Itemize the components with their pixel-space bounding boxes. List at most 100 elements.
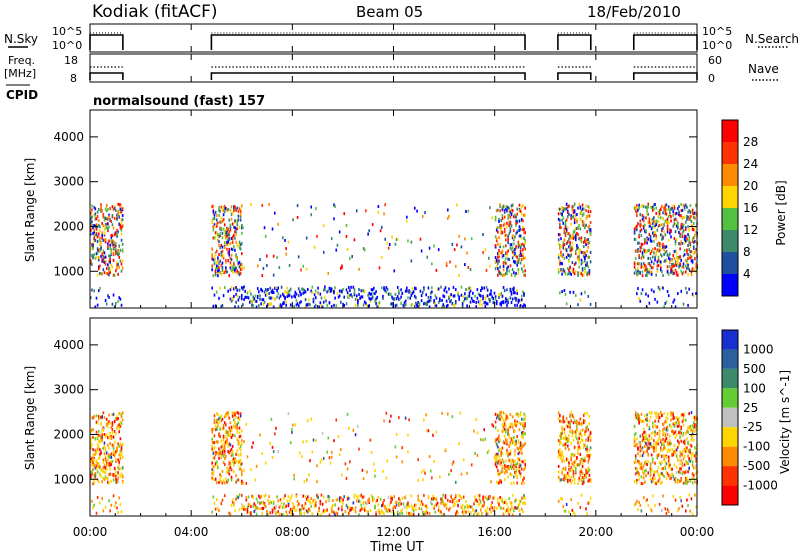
data-cell bbox=[96, 435, 99, 439]
data-cell bbox=[691, 237, 694, 241]
data-cell bbox=[94, 471, 97, 475]
data-cell bbox=[657, 210, 660, 214]
data-cell bbox=[562, 505, 565, 509]
data-cell bbox=[576, 247, 578, 251]
data-cell bbox=[326, 508, 328, 512]
data-cell bbox=[518, 421, 521, 425]
data-cell bbox=[656, 269, 659, 273]
data-cell bbox=[517, 466, 520, 470]
data-cell bbox=[278, 305, 281, 309]
data-cell bbox=[103, 416, 106, 420]
data-cell bbox=[266, 292, 268, 296]
data-cell bbox=[573, 235, 576, 239]
data-cell bbox=[665, 462, 668, 466]
data-cell bbox=[277, 509, 280, 513]
data-cell bbox=[500, 461, 503, 465]
data-cell bbox=[231, 453, 234, 457]
data-cell bbox=[682, 254, 685, 258]
data-cell bbox=[519, 412, 522, 416]
data-cell bbox=[689, 424, 692, 428]
data-cell bbox=[305, 267, 308, 271]
data-cell bbox=[691, 239, 694, 243]
data-cell bbox=[634, 432, 637, 436]
data-cell bbox=[107, 480, 109, 484]
data-cell bbox=[280, 513, 283, 517]
data-cell bbox=[229, 464, 232, 468]
data-cell bbox=[653, 262, 655, 266]
data-cell bbox=[497, 461, 499, 465]
data-cell bbox=[483, 500, 486, 504]
data-cell bbox=[309, 459, 311, 463]
data-cell bbox=[654, 461, 656, 465]
data-cell bbox=[664, 432, 667, 436]
data-cell bbox=[271, 510, 274, 514]
data-cell bbox=[236, 411, 239, 415]
data-cell bbox=[112, 494, 115, 498]
data-cell bbox=[261, 452, 264, 456]
data-cell bbox=[108, 499, 110, 503]
data-cell bbox=[90, 437, 92, 441]
data-cell bbox=[681, 420, 684, 424]
data-cell bbox=[495, 237, 498, 241]
data-cell bbox=[338, 498, 341, 502]
data-cell bbox=[212, 217, 215, 221]
data-cell bbox=[449, 260, 451, 264]
data-cell bbox=[371, 288, 374, 292]
data-cell bbox=[669, 257, 671, 261]
data-cell bbox=[667, 462, 670, 466]
data-cell bbox=[266, 263, 268, 267]
data-cell bbox=[667, 455, 670, 459]
data-cell bbox=[408, 290, 410, 294]
data-cell bbox=[642, 451, 645, 455]
data-cell bbox=[688, 493, 691, 497]
data-cell bbox=[580, 292, 583, 296]
data-cell bbox=[333, 439, 335, 443]
data-cell bbox=[576, 243, 578, 247]
data-cell bbox=[658, 461, 661, 465]
data-cell bbox=[97, 417, 100, 421]
data-cell bbox=[483, 286, 486, 290]
data-cell bbox=[231, 500, 234, 504]
data-cell bbox=[251, 303, 253, 307]
data-cell bbox=[669, 265, 671, 269]
data-cell bbox=[522, 478, 524, 482]
data-cell bbox=[477, 512, 480, 516]
data-cell bbox=[231, 248, 234, 252]
data-cell bbox=[655, 415, 657, 419]
data-cell bbox=[345, 476, 348, 480]
data-cell bbox=[238, 244, 241, 248]
data-cell bbox=[238, 508, 241, 512]
data-cell bbox=[340, 289, 342, 293]
data-cell bbox=[383, 504, 385, 508]
data-cell bbox=[101, 438, 103, 442]
data-cell bbox=[498, 269, 500, 273]
data-cell bbox=[101, 231, 103, 235]
data-cell bbox=[223, 444, 226, 448]
data-cell bbox=[111, 421, 114, 425]
data-cell bbox=[120, 421, 123, 425]
data-cell bbox=[221, 442, 224, 446]
data-cell bbox=[314, 207, 317, 211]
data-cell bbox=[470, 296, 473, 300]
data-cell bbox=[217, 271, 219, 275]
data-cell bbox=[108, 413, 110, 417]
data-cell bbox=[311, 500, 314, 504]
data-cell bbox=[246, 508, 249, 512]
data-cell bbox=[662, 494, 664, 498]
data-cell bbox=[638, 421, 640, 425]
data-cell bbox=[230, 453, 233, 457]
data-cell bbox=[641, 274, 644, 278]
data-cell bbox=[218, 261, 220, 265]
data-cell bbox=[423, 286, 425, 290]
data-cell bbox=[281, 302, 284, 306]
data-cell bbox=[459, 495, 462, 499]
data-cell bbox=[665, 300, 668, 304]
data-cell bbox=[223, 456, 226, 460]
data-cell bbox=[645, 441, 647, 445]
data-cell bbox=[661, 237, 663, 241]
data-cell bbox=[215, 440, 218, 444]
data-cell bbox=[255, 506, 258, 510]
data-cell bbox=[117, 262, 119, 266]
data-cell bbox=[519, 246, 522, 250]
data-cell bbox=[505, 205, 507, 209]
